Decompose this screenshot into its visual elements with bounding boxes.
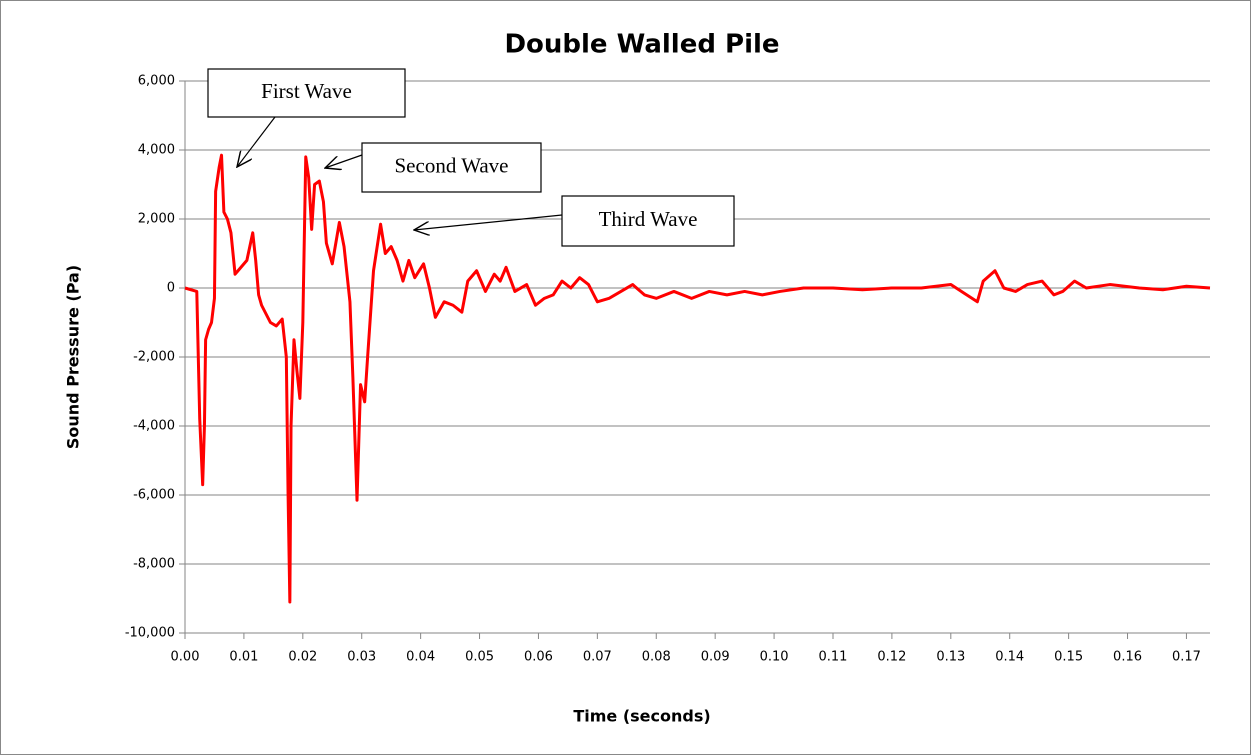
x-axis-label: Time (seconds) — [573, 707, 710, 726]
x-tick-label: 0.15 — [1054, 650, 1083, 665]
annotation-box — [207, 68, 406, 118]
x-tick-label: 0.08 — [642, 650, 671, 665]
x-tick-label: 0.17 — [1172, 650, 1201, 665]
y-tick-label: -2,000 — [133, 350, 175, 365]
annotation-box — [361, 142, 542, 193]
annotation: Third Wave — [599, 207, 698, 231]
y-tick-label: 4,000 — [138, 143, 175, 158]
y-tick-label: -6,000 — [133, 488, 175, 503]
x-tick-label: 0.12 — [877, 650, 906, 665]
data-line — [184, 153, 1211, 604]
x-tick-label: 0.09 — [701, 650, 730, 665]
x-tick-label: 0.07 — [583, 650, 612, 665]
annotation-arrow — [414, 214, 563, 230]
x-tick-label: 0.14 — [995, 650, 1024, 665]
annotation-arrow — [325, 154, 363, 168]
x-tick-label: 0.02 — [288, 650, 317, 665]
x-tick-label: 0.01 — [229, 650, 258, 665]
annotation: First Wave — [261, 79, 352, 103]
x-tick-label: 0.16 — [1113, 650, 1142, 665]
x-tick-label: 0.05 — [465, 650, 494, 665]
annotation-box — [561, 195, 735, 247]
x-tick-label: 0.00 — [171, 650, 200, 665]
y-tick-label: -10,000 — [125, 626, 175, 641]
annotation: Second Wave — [395, 153, 509, 177]
y-tick-label: -8,000 — [133, 557, 175, 572]
y-tick-label: 6,000 — [138, 74, 175, 89]
x-tick-label: 0.11 — [819, 650, 848, 665]
y-axis-label: Sound Pressure (Pa) — [64, 265, 83, 449]
y-tick-label: 2,000 — [138, 212, 175, 227]
y-tick-label: 0 — [167, 281, 175, 296]
x-tick-label: 0.06 — [524, 650, 553, 665]
y-tick-label: -4,000 — [133, 419, 175, 434]
x-tick-label: 0.03 — [347, 650, 376, 665]
x-tick-label: 0.10 — [760, 650, 789, 665]
x-tick-label: 0.04 — [406, 650, 435, 665]
chart-title: Double Walled Pile — [504, 30, 779, 60]
annotation-arrow — [237, 116, 276, 167]
x-tick-label: 0.13 — [936, 650, 965, 665]
